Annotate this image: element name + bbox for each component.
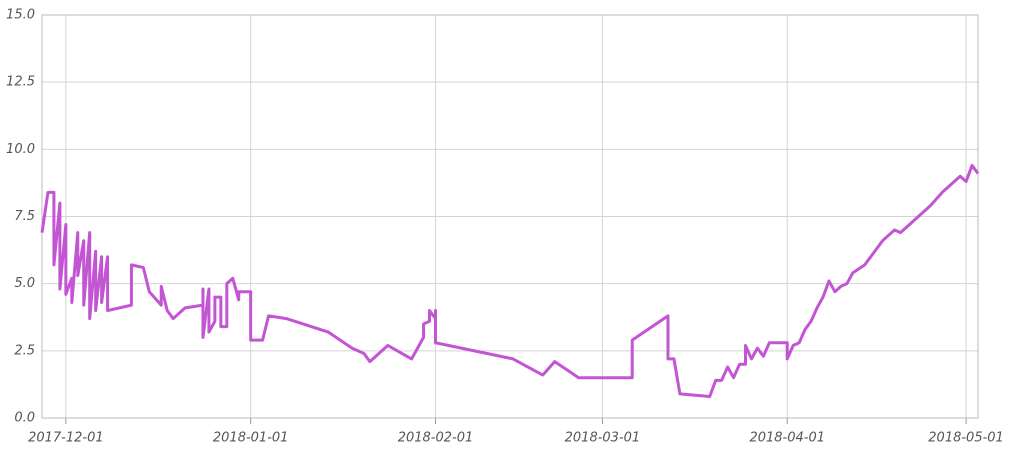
y-tick-label: 5.0	[14, 276, 35, 291]
x-tick-label: 2018-02-01	[398, 431, 474, 446]
y-tick-label: 7.5	[14, 209, 35, 224]
y-tick-label: 12.5	[6, 75, 35, 90]
y-tick-label: 10.0	[6, 142, 35, 157]
x-tick-label: 2018-05-01	[928, 431, 1004, 446]
x-tick-label: 2018-03-01	[565, 431, 641, 446]
y-tick-label: 0.0	[14, 411, 35, 426]
y-tick-label: 15.0	[6, 8, 35, 23]
data-line	[40, 163, 980, 399]
plot-border	[41, 14, 979, 419]
x-tick-label: 2018-04-01	[749, 431, 825, 446]
x-tick-label: 2017-12-01	[28, 431, 104, 446]
y-tick-label: 2.5	[14, 343, 35, 358]
x-tick-label: 2018-01-01	[213, 431, 289, 446]
